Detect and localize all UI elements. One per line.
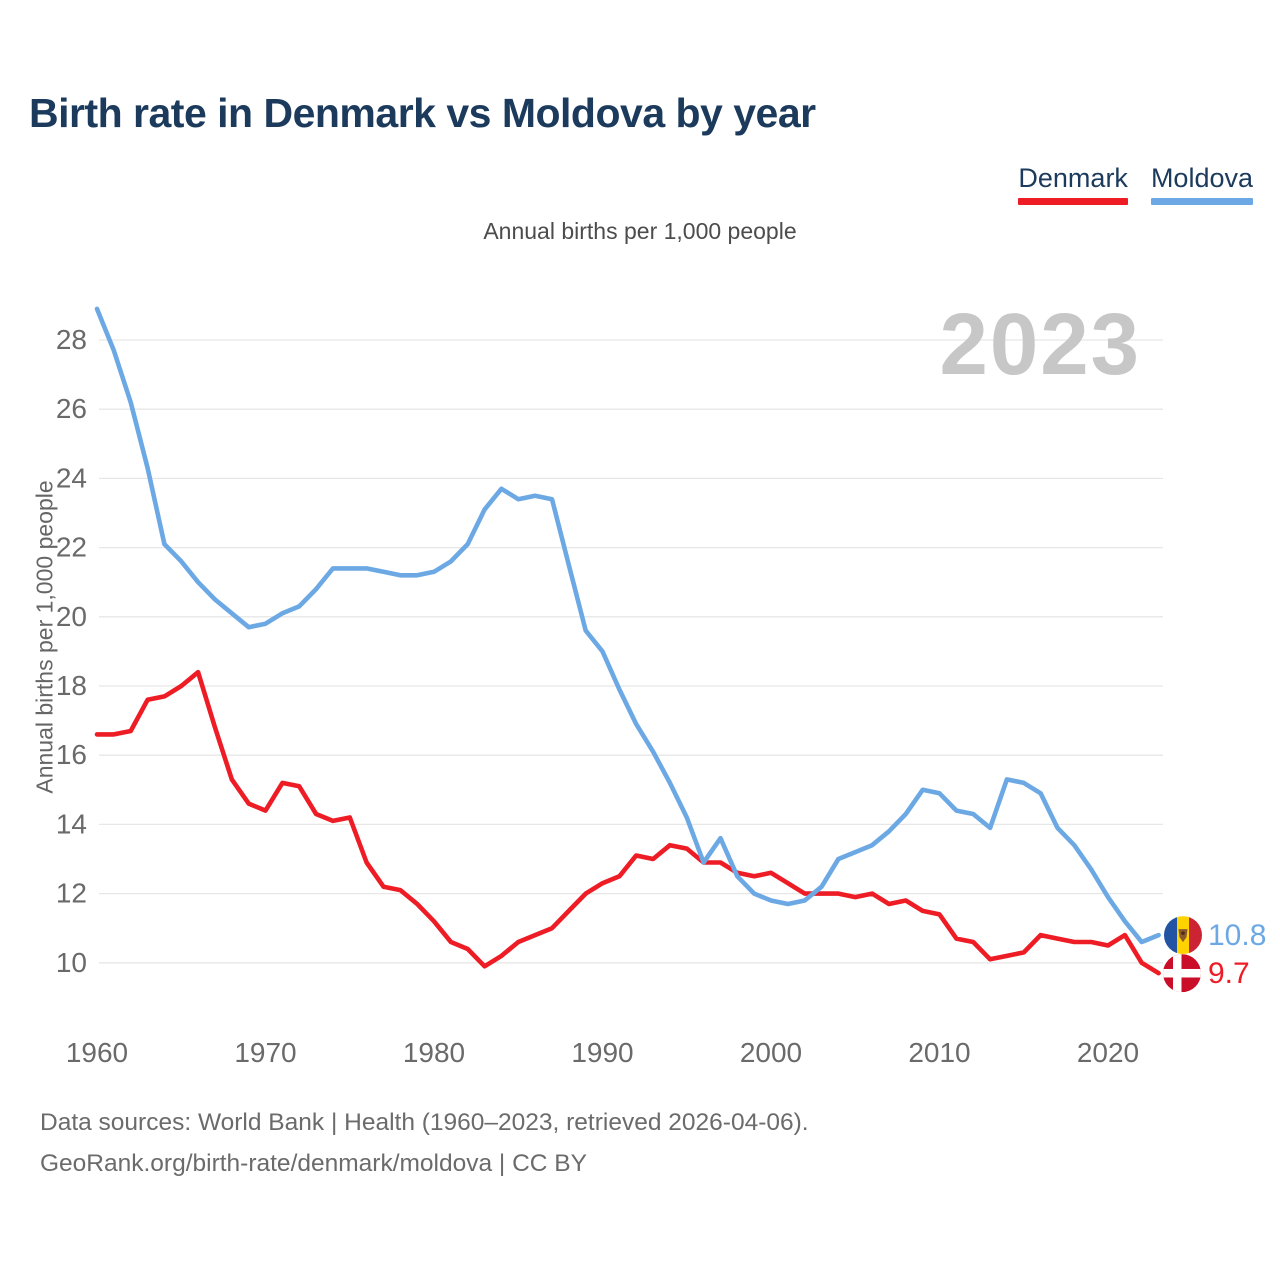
moldova-flag-icon	[1164, 916, 1202, 955]
x-tick-label: 1970	[234, 1037, 296, 1068]
x-tick-label: 1980	[403, 1037, 465, 1068]
y-tick-label: 10	[56, 947, 87, 978]
legend-underline-moldova	[1150, 198, 1253, 205]
legend-underline-denmark	[1018, 198, 1128, 205]
y-tick-label: 22	[56, 532, 87, 563]
denmark-flag-icon	[1163, 954, 1201, 993]
legend: Denmark Moldova	[1018, 163, 1253, 205]
x-tick-label: 2010	[908, 1037, 970, 1068]
y-tick-label: 14	[56, 808, 87, 839]
series-line-denmark	[94, 669, 1161, 976]
y-tick-label: 20	[56, 601, 87, 632]
series-line-moldova	[94, 306, 1161, 945]
watermark-year: 2023	[939, 296, 1141, 393]
y-tick-label: 24	[56, 462, 87, 493]
legend-label-denmark: Denmark	[1018, 163, 1128, 193]
x-tick-label: 1990	[571, 1037, 633, 1068]
y-tick-label: 12	[56, 878, 87, 909]
chart-subtitle: Annual births per 1,000 people	[483, 218, 797, 244]
legend-label-moldova: Moldova	[1150, 163, 1253, 193]
footer: Data sources: World Bank | Health (1960–…	[40, 1102, 809, 1184]
x-tick-label: 1960	[66, 1037, 128, 1068]
y-tick-label: 16	[56, 739, 87, 770]
end-value-moldova: 10.8	[1208, 919, 1266, 952]
attribution-note: GeoRank.org/birth-rate/denmark/moldova |…	[40, 1150, 587, 1177]
y-tick-label: 18	[56, 670, 87, 701]
y-tick-label: 26	[56, 393, 87, 424]
data-source-note: Data sources: World Bank | Health (1960–…	[40, 1109, 809, 1136]
x-tick-label: 2000	[740, 1037, 802, 1068]
legend-item-moldova[interactable]: Moldova	[1150, 163, 1253, 205]
chart-title: Birth rate in Denmark vs Moldova by year	[29, 90, 816, 136]
y-tick-label: 28	[56, 324, 87, 355]
x-tick-label: 2020	[1077, 1037, 1139, 1068]
end-value-denmark: 9.7	[1208, 957, 1250, 990]
legend-item-denmark[interactable]: Denmark	[1018, 163, 1128, 205]
